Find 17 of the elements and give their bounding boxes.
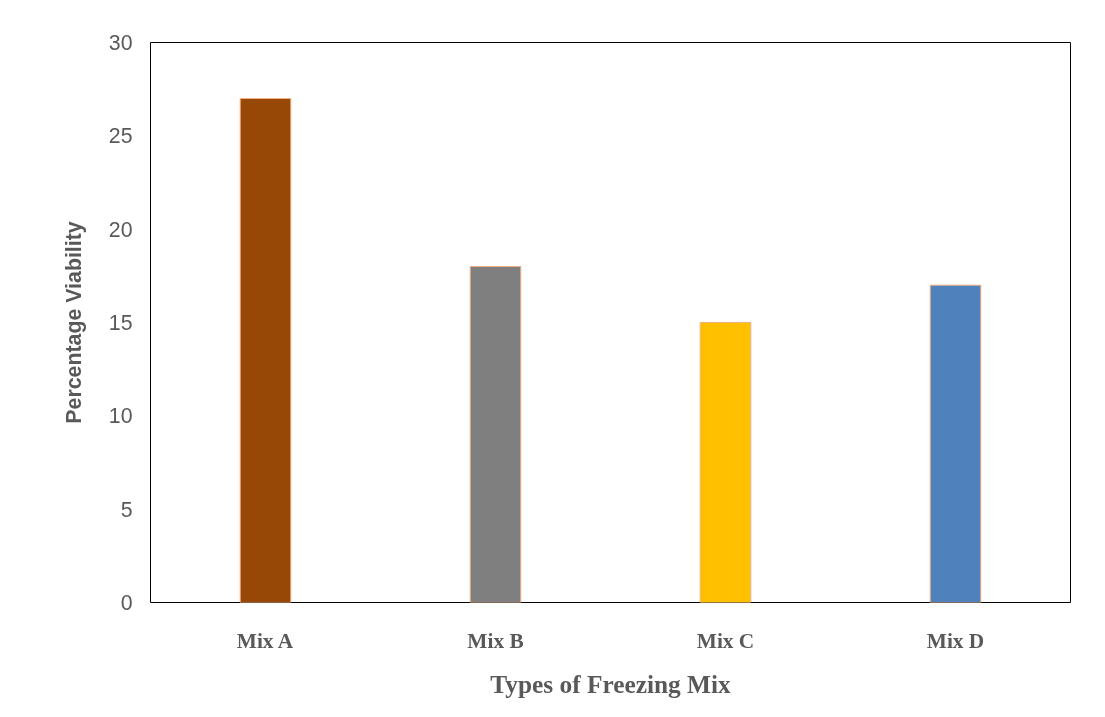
y-tick-label: 30 [108,31,133,55]
y-axis-title: Percentage Viability [61,221,86,424]
x-tick-label: Mix D [926,628,985,653]
bar [699,322,752,603]
y-tick-label: 15 [108,311,133,335]
bar [469,266,522,603]
x-axis-title: Types of Freezing Mix [490,669,731,698]
y-tick-label: 0 [120,591,133,615]
y-tick-label: 25 [108,124,133,149]
x-tick-label: Mix B [467,628,524,653]
x-tick-label: Mix A [236,628,294,653]
x-tick-label: Mix C [696,628,755,653]
bar [239,98,292,603]
y-tick-label: 5 [120,497,133,522]
y-tick-label: 20 [108,217,133,242]
bar [929,284,982,603]
y-tick-label: 10 [108,404,133,429]
